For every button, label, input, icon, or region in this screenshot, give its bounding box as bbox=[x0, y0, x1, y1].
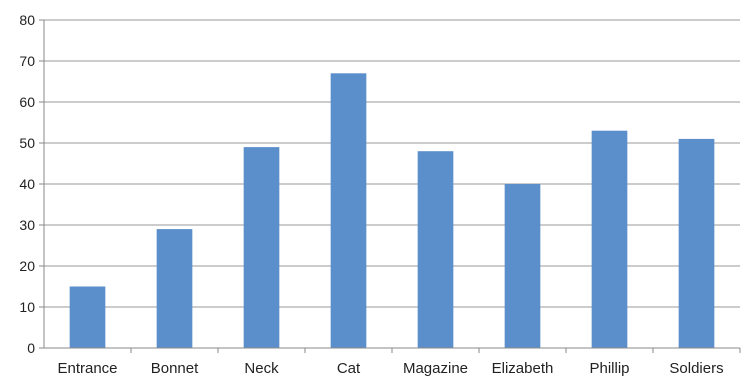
bars bbox=[69, 73, 715, 349]
y-tick-label: 50 bbox=[19, 135, 35, 151]
y-tick-label: 80 bbox=[19, 12, 35, 28]
x-category-label: Soldiers bbox=[669, 360, 723, 377]
x-category-label: Neck bbox=[244, 360, 279, 377]
bar-neck bbox=[243, 147, 280, 348]
x-axis-category-labels: Entrance Bonnet Neck Cat Magazine Elizabeth Ph… bbox=[57, 360, 723, 377]
x-category-label: Phillip bbox=[589, 360, 629, 377]
y-tick-label: 40 bbox=[19, 176, 35, 192]
x-category-label: Elizabeth bbox=[492, 360, 554, 377]
y-tick-label: 10 bbox=[19, 299, 35, 315]
y-tick-label: 60 bbox=[19, 94, 35, 110]
bar-elizabeth bbox=[504, 184, 541, 348]
y-tick-label: 0 bbox=[27, 340, 35, 356]
bar-cat bbox=[330, 73, 367, 349]
bar-bonnet bbox=[156, 229, 193, 348]
bar-soldiers bbox=[678, 138, 715, 348]
y-axis-tick-labels: 0 10 20 30 40 50 60 70 80 bbox=[19, 12, 35, 356]
y-tick-label: 70 bbox=[19, 53, 35, 69]
bar-magazine bbox=[417, 151, 454, 348]
y-tick-label: 30 bbox=[19, 217, 35, 233]
x-category-label: Entrance bbox=[57, 360, 117, 377]
bar-entrance bbox=[69, 286, 106, 348]
gridlines bbox=[44, 19, 740, 308]
x-category-label: Bonnet bbox=[151, 360, 199, 377]
bar-phillip bbox=[591, 130, 628, 348]
x-category-label: Magazine bbox=[403, 360, 468, 377]
y-tick-label: 20 bbox=[19, 258, 35, 274]
x-category-label: Cat bbox=[337, 360, 361, 377]
axes bbox=[39, 19, 741, 353]
